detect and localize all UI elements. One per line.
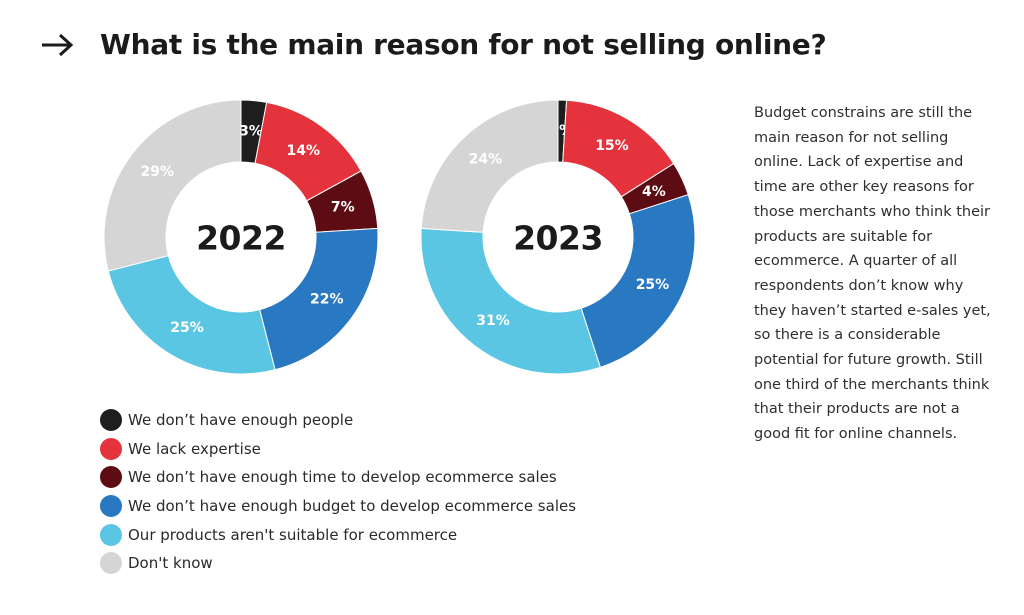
commentary-text: Budget constrains are still the main rea… (754, 105, 991, 443)
title-row: What is the main reason for not selling … (40, 28, 827, 61)
donut-2022-svg: 3% 14% 7% 22% 25% 29% 2022 (103, 99, 379, 375)
donut-chart-2023: 1% 15% 4% 25% 31% 24% 2023 (420, 99, 696, 375)
donut-center-year: 2023 (513, 219, 603, 258)
legend-label: We lack expertise (128, 439, 261, 458)
slice-label-budget: 22% (310, 291, 344, 307)
legend-swatch-dont-know (100, 552, 122, 575)
legend-swatch-time (100, 466, 122, 489)
legend-item-dont-know: Don't know (100, 549, 576, 578)
legend-label: We don’t have enough budget to develop e… (128, 497, 577, 516)
slice-label-unsuitable: 31% (476, 313, 510, 329)
donut-slice-budget (259, 227, 379, 371)
legend-label: We don’t have enough people (128, 411, 354, 430)
legend-swatch-unsuitable (100, 523, 122, 546)
legend-label: Don't know (128, 554, 213, 573)
legend: We don’t have enough people We lack expe… (100, 406, 576, 578)
donut-slice-dont-know (103, 99, 242, 272)
legend-label: We don’t have enough time to develop eco… (128, 468, 557, 487)
legend-swatch-people (100, 409, 122, 432)
slice-label-unsuitable: 25% (170, 320, 204, 336)
legend-label: Our products aren't suitable for ecommer… (128, 525, 458, 544)
donut-slice-unsuitable (107, 255, 276, 375)
slice-label-budget: 25% (636, 277, 670, 293)
legend-item-expertise: We lack expertise (100, 435, 576, 464)
donut-slice-budget (580, 194, 696, 368)
legend-swatch-expertise (100, 437, 122, 460)
legend-item-time: We don’t have enough time to develop eco… (100, 463, 576, 492)
slice-label-dont-know: 24% (469, 152, 503, 168)
slice-label-expertise: 14% (287, 143, 321, 159)
donut-slice-dont-know (420, 99, 559, 233)
donut-slice-unsuitable (420, 227, 601, 375)
legend-swatch-budget (100, 495, 122, 518)
slice-label-time: 7% (331, 199, 355, 215)
legend-item-people: We don’t have enough people (100, 406, 576, 435)
page-title: What is the main reason for not selling … (100, 28, 827, 61)
slice-label-expertise: 15% (595, 138, 629, 154)
slice-label-people: 3% (239, 123, 263, 139)
donut-chart-2022: 3% 14% 7% 22% 25% 29% 2022 (103, 99, 379, 375)
slice-label-time: 4% (642, 184, 666, 200)
slice-label-dont-know: 29% (140, 164, 174, 180)
arrow-right-icon (42, 33, 74, 56)
donut-2023-svg: 1%15%4%25%31%24%2023 (420, 99, 696, 375)
donut-center-year: 2022 (196, 219, 286, 258)
legend-item-unsuitable: Our products aren't suitable for ecommer… (100, 520, 576, 549)
legend-item-budget: We don’t have enough budget to develop e… (100, 492, 576, 521)
